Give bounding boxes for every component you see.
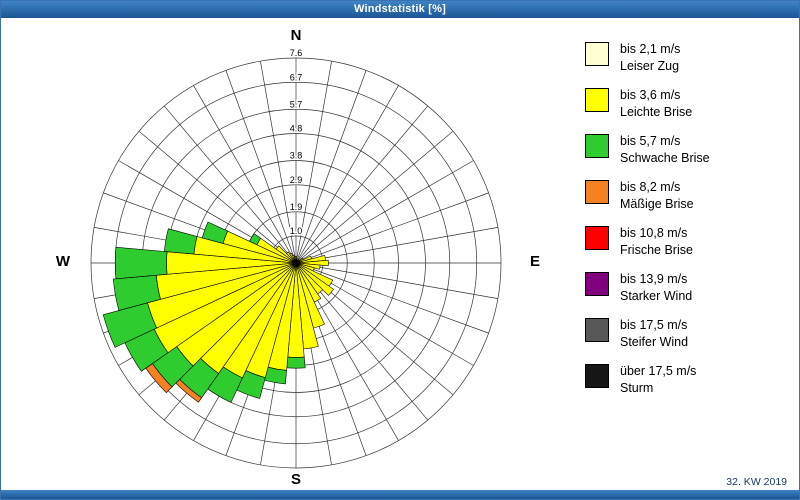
- legend-item-steifer-wind: bis 17,5 m/s Steifer Wind: [585, 317, 785, 351]
- petal-segment: [289, 252, 296, 262]
- legend-item-maessige-brise: bis 8,2 m/s Mäßige Brise: [585, 179, 785, 213]
- ring-label: 7.6: [290, 48, 303, 58]
- legend-swatch-leiser-zug: [585, 42, 609, 66]
- windrose-chart: 1.0 1.9 2.9 3.8 4.8 5.7 6.7 7.6: [56, 28, 536, 498]
- legend-speed-label: bis 2,1 m/s: [620, 42, 681, 56]
- legend-speed-label: bis 8,2 m/s: [620, 180, 681, 194]
- ring-label: 3.8: [290, 151, 303, 161]
- legend-swatch-starker-wind: [585, 272, 609, 296]
- windrose-svg: 1.0 1.9 2.9 3.8 4.8 5.7 6.7 7.6: [90, 47, 502, 469]
- ring-label: 2.9: [290, 175, 303, 185]
- petal-segment: [297, 264, 334, 296]
- ring-label: 4.8: [290, 124, 303, 134]
- petal-segment: [286, 356, 306, 369]
- petal-segment: [201, 221, 228, 244]
- legend-swatch-schwache-brise: [585, 134, 609, 158]
- legend-name-label: Leichte Brise: [620, 105, 693, 119]
- petal-segment: [275, 245, 295, 262]
- petal-segment: [112, 274, 161, 311]
- legend-item-sturm: über 17,5 m/s Sturm: [585, 363, 785, 397]
- window-titlebar: Windstatistik [%]: [1, 1, 799, 18]
- compass-label-south: S: [290, 471, 301, 488]
- compass-label-west: W: [55, 253, 71, 270]
- grid-ring: [90, 57, 502, 469]
- legend: bis 2,1 m/s Leiser Zug bis 3,6 m/s Leich…: [585, 41, 785, 409]
- ring-label: 6.7: [290, 72, 303, 82]
- petal-segment: [293, 255, 297, 261]
- petal-segment: [298, 262, 321, 270]
- legend-item-leiser-zug: bis 2,1 m/s Leiser Zug: [585, 41, 785, 75]
- window-bottombar: [1, 490, 799, 499]
- legend-speed-label: bis 17,5 m/s: [620, 318, 688, 332]
- legend-speed-label: bis 10,8 m/s: [620, 226, 688, 240]
- petal-segment: [102, 302, 158, 348]
- legend-item-schwache-brise: bis 5,7 m/s Schwache Brise: [585, 133, 785, 167]
- legend-name-label: Mäßige Brise: [620, 197, 694, 211]
- window-title: Windstatistik [%]: [354, 3, 446, 15]
- legend-swatch-frische-brise: [585, 226, 609, 250]
- petal-segment: [249, 233, 262, 246]
- legend-name-label: Steifer Wind: [620, 335, 689, 349]
- calendar-week-label: 32. KW 2019: [726, 476, 787, 488]
- petal-segment: [286, 251, 295, 262]
- rose-center: [294, 261, 298, 265]
- legend-swatch-steifer-wind: [585, 318, 609, 342]
- legend-swatch-leichte-brise: [585, 88, 609, 112]
- legend-name-label: Frische Brise: [620, 243, 693, 257]
- petal-segment: [292, 254, 296, 261]
- ring-label: 1.9: [290, 202, 303, 212]
- ring-label: 5.7: [290, 99, 303, 109]
- legend-name-label: Leiser Zug: [620, 59, 680, 73]
- legend-item-starker-wind: bis 13,9 m/s Starker Wind: [585, 271, 785, 305]
- petal-segment: [114, 246, 168, 280]
- petal-segment: [298, 259, 329, 267]
- compass-label-east: E: [529, 253, 540, 270]
- legend-speed-label: bis 5,7 m/s: [620, 134, 681, 148]
- legend-swatch-sturm: [585, 364, 609, 388]
- legend-name-label: Sturm: [620, 381, 654, 395]
- legend-swatch-maessige-brise: [585, 180, 609, 204]
- legend-item-frische-brise: bis 10,8 m/s Frische Brise: [585, 225, 785, 259]
- legend-name-label: Starker Wind: [620, 289, 693, 303]
- legend-item-leichte-brise: bis 3,6 m/s Leichte Brise: [585, 87, 785, 121]
- legend-name-label: Schwache Brise: [620, 151, 710, 165]
- compass-label-north: N: [290, 27, 302, 44]
- legend-speed-label: bis 13,9 m/s: [620, 272, 688, 286]
- legend-speed-label: bis 3,6 m/s: [620, 88, 681, 102]
- ring-label: 1.0: [290, 226, 303, 236]
- petal-segment: [164, 228, 198, 255]
- legend-speed-label: über 17,5 m/s: [620, 364, 697, 378]
